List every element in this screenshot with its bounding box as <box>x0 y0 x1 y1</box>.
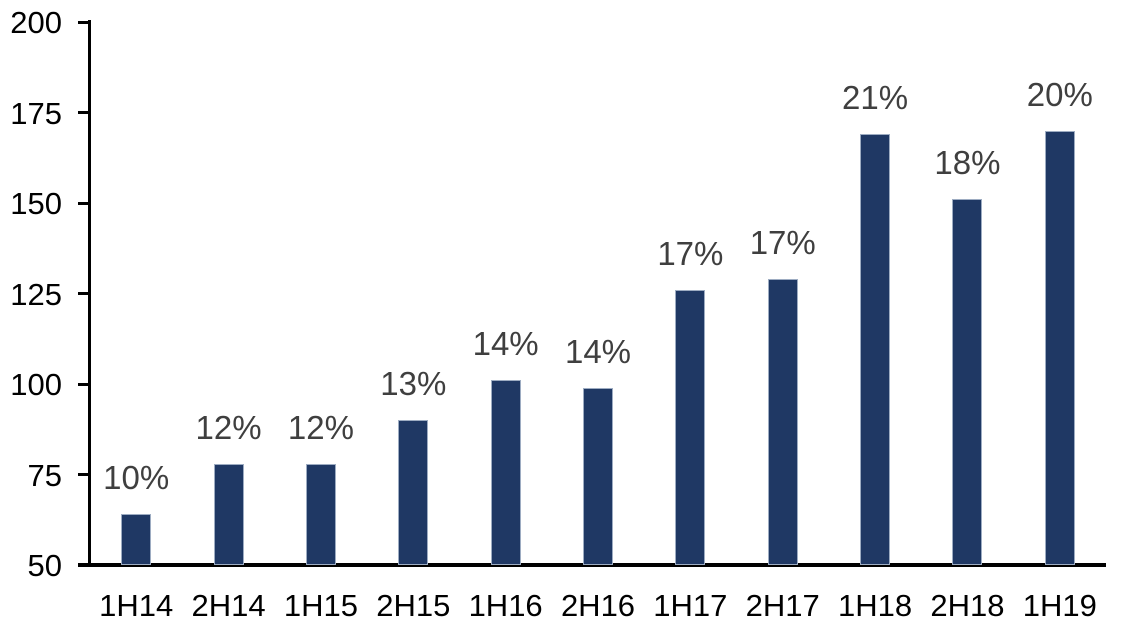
bar <box>583 387 613 565</box>
bar <box>860 134 891 565</box>
bar <box>767 279 798 565</box>
x-axis-label: 1H14 <box>99 588 174 623</box>
y-axis-tick-label: 50 <box>27 548 62 583</box>
bar-data-label: 20% <box>1026 75 1093 113</box>
bar-data-label: 21% <box>842 79 909 117</box>
bar-data-label: 12% <box>195 408 262 446</box>
bar <box>121 514 152 565</box>
x-axis-label: 1H18 <box>838 588 913 623</box>
bar <box>490 380 521 565</box>
y-axis-tick-label: 150 <box>10 186 62 221</box>
bar <box>398 420 429 565</box>
y-axis-tick-label: 100 <box>10 367 62 402</box>
x-axis-label: 1H17 <box>653 588 728 623</box>
y-axis-tick <box>78 473 91 476</box>
x-axis-label: 2H14 <box>191 588 266 623</box>
y-axis-tick <box>78 111 91 114</box>
y-axis-tick <box>78 20 91 24</box>
x-axis-line <box>78 563 1106 567</box>
x-axis-label: 2H15 <box>376 588 451 623</box>
bar-data-label: 10% <box>103 459 170 497</box>
bar <box>1044 130 1075 565</box>
bar-data-label: 17% <box>749 224 816 262</box>
bar <box>675 289 706 565</box>
y-axis-tick-label: 175 <box>10 95 62 131</box>
y-axis-tick-label: 75 <box>27 457 62 493</box>
y-axis-tick <box>78 563 91 567</box>
y-axis-tick <box>78 292 91 295</box>
x-axis-label: 2H17 <box>745 588 820 623</box>
bar-data-label: 14% <box>564 332 632 370</box>
x-axis-label: 1H19 <box>1022 588 1097 623</box>
y-axis-tick <box>78 382 91 386</box>
bar-data-label: 13% <box>380 365 447 403</box>
y-axis-tick <box>78 201 91 205</box>
bar-data-label: 18% <box>934 144 1001 182</box>
bar <box>305 463 336 565</box>
bar <box>952 199 983 565</box>
bar-data-label: 14% <box>472 325 539 363</box>
y-axis-tick-label: 200 <box>10 5 62 40</box>
x-axis-label: 2H18 <box>930 588 1005 623</box>
bar <box>213 463 244 565</box>
x-axis-label: 1H16 <box>468 588 543 623</box>
bar-data-label: 12% <box>287 408 354 446</box>
x-axis-label: 2H16 <box>560 588 636 623</box>
x-axis-label: 1H15 <box>283 588 358 623</box>
bar-data-label: 17% <box>657 234 724 272</box>
y-axis-tick-label: 125 <box>10 276 62 312</box>
